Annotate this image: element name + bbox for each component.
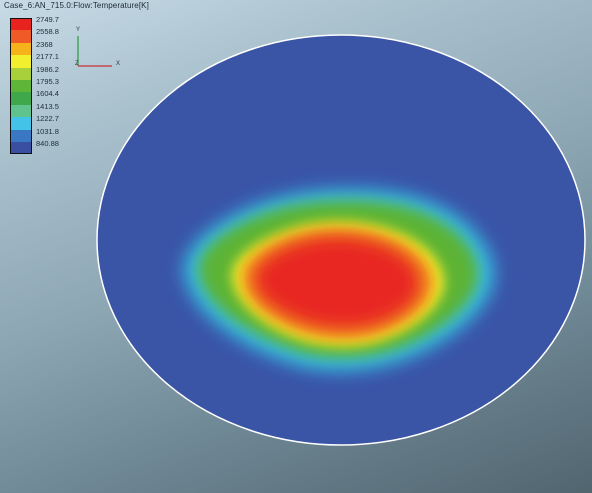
legend-value-label: 2368 xyxy=(36,39,53,49)
legend-entry: 1413.5 xyxy=(10,101,80,118)
legend-value-label: 1413.5 xyxy=(36,101,59,111)
legend-swatch xyxy=(10,92,32,105)
legend-value-label: 1604.4 xyxy=(36,89,59,99)
legend-swatch xyxy=(10,117,32,130)
legend-entry: 2177.1 xyxy=(10,52,80,68)
axis-triad-icon xyxy=(77,36,112,67)
legend-entry: 1795.3 xyxy=(10,76,80,93)
legend-entry: 1031.8 xyxy=(10,126,80,142)
legend-entry: 1604.4 xyxy=(10,89,80,105)
legend-value-label: 1222.7 xyxy=(36,114,59,124)
legend-swatch xyxy=(10,18,32,31)
contour-zone-red xyxy=(251,234,423,331)
legend-value-label: 1986.2 xyxy=(36,64,59,74)
legend-swatch xyxy=(10,55,32,68)
axis-triad: Y Z X xyxy=(74,27,124,72)
legend-swatch xyxy=(10,129,32,142)
legend-value-label: 1031.8 xyxy=(36,126,59,136)
legend-value-label: 2177.1 xyxy=(36,52,59,62)
plot-title: Case_6:AN_715.0:Flow:Temperature[K] xyxy=(4,1,149,10)
legend-value-label: 2749.7 xyxy=(36,15,59,24)
legend-swatch xyxy=(10,30,32,43)
legend-swatch xyxy=(10,67,32,80)
legend-entry: 2558.8 xyxy=(10,27,80,43)
legend-entry: 840.88 xyxy=(10,138,80,155)
legend-entry: 1986.2 xyxy=(10,64,80,80)
legend-value-label: 2558.8 xyxy=(36,27,59,37)
legend-swatch xyxy=(10,104,32,118)
legend-entry: 1222.7 xyxy=(10,114,80,130)
x-axis-label: X xyxy=(116,61,121,67)
z-axis-label: Z xyxy=(75,61,79,67)
legend-entry: 2368 xyxy=(10,39,80,56)
legend-swatch xyxy=(10,79,32,93)
legend-entry: 2749.7 xyxy=(10,15,80,31)
legend-swatch xyxy=(10,42,32,56)
legend-value-label: 840.88 xyxy=(36,138,59,148)
legend-value-label: 1795.3 xyxy=(36,76,59,86)
color-legend: 2749.7 2558.8 2368 2177.1 1986.2 1795.3 1604.4… xyxy=(10,15,80,155)
legend-swatch xyxy=(10,141,32,155)
y-axis-label: Y xyxy=(76,27,81,33)
